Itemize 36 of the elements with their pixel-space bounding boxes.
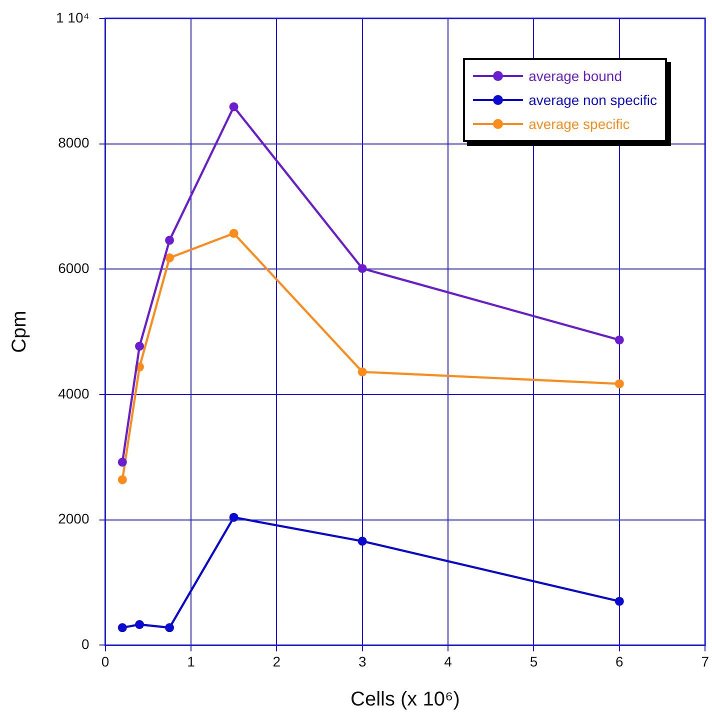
x-tick-label: 7 [701, 653, 710, 670]
legend-label: average bound [528, 68, 622, 84]
x-axis-title: Cells (x 10⁶) [350, 688, 460, 711]
point [614, 335, 624, 344]
point [118, 475, 127, 484]
x-tick-label: 3 [358, 653, 366, 670]
x-tick-label: 5 [530, 653, 538, 670]
y-tick-label: 0 [81, 636, 90, 652]
point [135, 342, 144, 351]
x-tick-label: 0 [101, 653, 110, 670]
point [358, 536, 367, 546]
x-tick-label: 1 [187, 653, 196, 670]
point [358, 367, 367, 376]
point [229, 512, 238, 522]
point [165, 253, 174, 262]
x-tick-label: 4 [444, 653, 452, 670]
y-tick-label: 8000 [58, 134, 90, 151]
point [614, 596, 624, 606]
point [165, 236, 174, 245]
x-tick-label: 2 [272, 653, 281, 670]
point [135, 620, 144, 630]
legend-label: average non specific [528, 92, 657, 108]
point [229, 228, 238, 238]
point [614, 379, 624, 388]
y-tick-label: 2000 [58, 510, 90, 527]
point [229, 102, 238, 112]
y-tick-label: 6000 [58, 260, 90, 276]
point [118, 458, 127, 467]
y-axis-title: Cpm [8, 310, 31, 353]
point [358, 264, 367, 273]
x-tick-label: 6 [616, 653, 624, 670]
legend-label: average specific [528, 116, 630, 132]
point [165, 623, 174, 632]
y-tick-label: 4000 [58, 385, 90, 402]
point [118, 623, 127, 632]
y-tick-label: 1 10⁴ [56, 9, 90, 26]
